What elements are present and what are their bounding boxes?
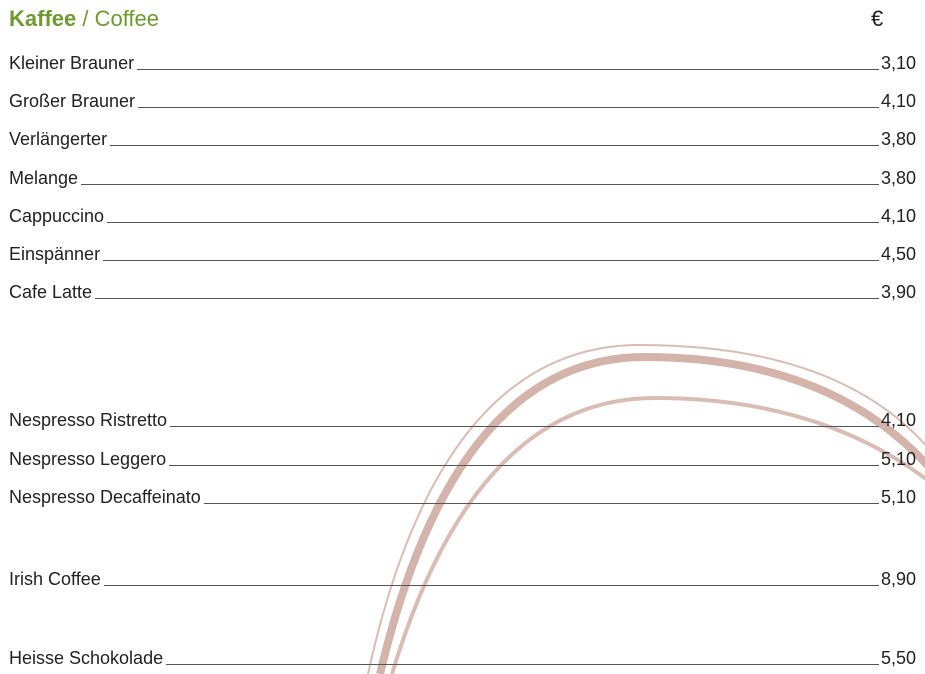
arc-inner-thin [390,395,925,674]
title-english: Coffee [94,6,160,31]
dotted-leader [203,503,879,504]
dotted-leader [169,465,879,466]
item-name: Nespresso Leggero [9,449,167,469]
dotted-leader [95,298,879,299]
arc-middle-thick [376,352,925,674]
item-name: Einspänner [9,244,101,264]
currency-symbol: € [871,6,884,31]
menu-item: Nespresso Ristretto 4,10 [9,405,916,431]
dotted-leader [166,664,879,665]
item-price: 5,50 [880,648,916,668]
menu-item: Heisse Schokolade 5,50 [9,643,916,669]
menu-item: Verlängerter 3,80 [9,124,916,150]
item-price: 4,10 [880,410,916,430]
arc-outer-thin [367,343,925,674]
item-name: Nespresso Ristretto [9,410,168,430]
item-name: Verlängerter [9,129,108,149]
item-name: Kleiner Brauner [9,53,135,73]
dotted-leader [170,426,879,427]
menu-item: Einspänner 4,50 [9,239,916,265]
menu-item: Melange 3,80 [9,163,916,189]
title-separator: / [76,6,95,31]
item-name: Nespresso Decaffeinato [9,487,201,507]
dotted-leader [81,184,879,185]
item-price: 4,10 [880,91,916,111]
section-title: Kaffee / Coffee [9,4,159,34]
item-name: Cafe Latte [9,282,93,302]
item-price: 3,80 [880,129,916,149]
item-price: 5,10 [880,449,916,469]
item-price: 4,10 [880,206,916,226]
dotted-leader [138,107,879,108]
item-name: Heisse Schokolade [9,648,164,668]
item-name: Großer Brauner [9,91,136,111]
title-german: Kaffee [9,6,77,31]
item-price: 5,10 [880,487,916,507]
item-name: Melange [9,168,79,188]
item-price: 8,90 [880,569,916,589]
dotted-leader [110,145,879,146]
dotted-leader [103,585,879,586]
menu-item: Kleiner Brauner 3,10 [9,48,916,74]
dotted-leader [137,69,879,70]
item-name: Irish Coffee [9,569,101,589]
menu-item: Nespresso Decaffeinato 5,10 [9,482,916,508]
dotted-leader [107,222,879,223]
menu-item: Großer Brauner 4,10 [9,86,916,112]
dotted-leader [103,260,879,261]
menu-item: Nespresso Leggero 5,10 [9,444,916,470]
item-name: Cappuccino [9,206,105,226]
item-price: 3,90 [880,282,916,302]
item-price: 3,80 [880,168,916,188]
item-price: 3,10 [880,53,916,73]
menu-header: Kaffee / Coffee € [9,4,925,34]
menu-item: Cappuccino 4,10 [9,201,916,227]
menu-item: Irish Coffee 8,90 [9,564,916,590]
item-price: 4,50 [880,244,916,264]
menu-item: Cafe Latte 3,90 [9,277,916,303]
